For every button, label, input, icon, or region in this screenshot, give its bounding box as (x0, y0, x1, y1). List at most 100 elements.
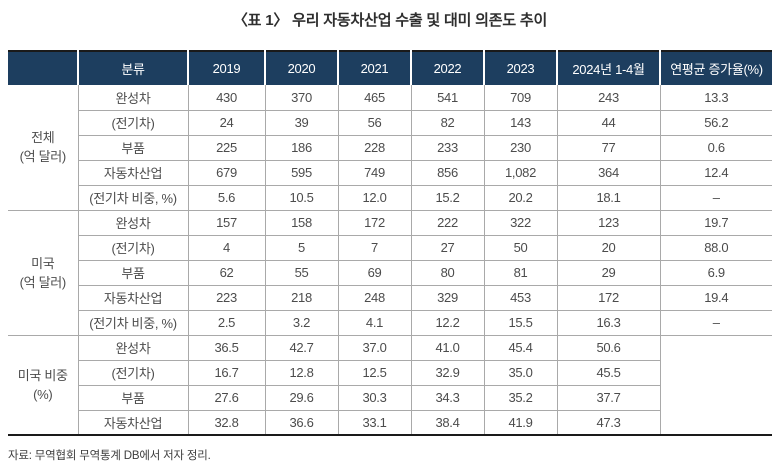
header-row: 분류 2019 2020 2021 2022 2023 2024년 1-4월 연평균 증가율(… (8, 51, 772, 85)
value-cell: 5.6 (187, 185, 265, 211)
category-cell: (전기차) (77, 235, 188, 261)
column-header-8: 연평균 증가율(%) (659, 51, 772, 85)
table-row: (전기차 비중, %) 5.6 10.5 12.0 15.2 20.2 18.1– (8, 185, 772, 211)
value-cell: 81 (483, 260, 557, 286)
category-cell: 완성차 (77, 85, 188, 111)
value-cell: 33.1 (337, 410, 411, 436)
value-cell: 35.0 (483, 360, 557, 386)
value-cell: 29 (556, 260, 660, 286)
value-cell: 709 (483, 85, 557, 111)
value-cell: 430 (187, 85, 265, 111)
table-row: (전기차) 24 39 56 82 143 44 56.2 (8, 110, 772, 136)
value-cell: 35.2 (483, 385, 557, 411)
table-row: 부품 62 55 69 80 81 29 6.9 (8, 260, 772, 286)
category-cell: 부품 (77, 260, 188, 286)
value-cell: 4 (187, 235, 265, 261)
category-cell: 완성차 (77, 210, 188, 236)
value-cell: 123 (556, 210, 660, 236)
value-cell: 12.2 (410, 310, 484, 336)
value-cell: 4.1 (337, 310, 411, 336)
table-row: 전체 (억 달러) 완성차 430 370 465 541 709 243 13.3 (8, 85, 772, 211)
value-cell: 370 (264, 85, 338, 111)
table-body: 전체 (억 달러) 완성차 430 370 465 541 709 243 13.3 (전기차) 2… (8, 85, 772, 436)
value-cell: 2.5 (187, 310, 265, 336)
value-cell: 322 (483, 210, 557, 236)
value-cell: 80 (410, 260, 484, 286)
value-cell: 50.6 (556, 335, 660, 361)
value-cell: 36.6 (264, 410, 338, 436)
value-cell: 223 (187, 285, 265, 311)
value-cell: 44 (556, 110, 660, 136)
value-cell: 225 (187, 135, 265, 161)
group-label-2: 미국 비중 (%) (8, 335, 78, 436)
table-row: 자동차산업 679 595 749 856 1,082 364 12.4 (8, 160, 772, 186)
category-cell: 자동차산업 (77, 285, 188, 311)
value-cell: 32.9 (410, 360, 484, 386)
table-title: 〈표 1〉 우리 자동차산업 수출 및 대미 의존도 추이 (232, 12, 548, 29)
table-row: (전기차) 16.7 12.8 12.5 32.9 35.0 45.5 (8, 360, 772, 386)
value-cell: – (659, 185, 772, 211)
value-cell: 143 (483, 110, 557, 136)
value-cell: 243 (556, 85, 660, 111)
table-row: 자동차산업 32.8 36.6 33.1 38.4 41.9 47.3 (8, 410, 772, 436)
value-cell: 12.5 (337, 360, 411, 386)
value-cell: 88.0 (659, 235, 772, 261)
value-cell: 1,082 (483, 160, 557, 186)
value-cell: 30.3 (337, 385, 411, 411)
column-header-5: 2022 (410, 51, 484, 85)
value-cell: 39 (264, 110, 338, 136)
category-cell: 완성차 (77, 335, 188, 361)
source-note: 자료: 무역협회 무역통계 DB에서 저자 정리. (8, 450, 211, 462)
value-cell: 541 (410, 85, 484, 111)
value-cell: 29.6 (264, 385, 338, 411)
value-cell: 222 (410, 210, 484, 236)
value-cell: 41.9 (483, 410, 557, 436)
value-cell: 12.4 (659, 160, 772, 186)
value-cell: 42.7 (264, 335, 338, 361)
value-cell: 595 (264, 160, 338, 186)
value-cell: 186 (264, 135, 338, 161)
value-cell: 47.3 (556, 410, 660, 436)
category-cell: (전기차) (77, 360, 188, 386)
value-cell: 55 (264, 260, 338, 286)
value-cell: 34.3 (410, 385, 484, 411)
value-cell: 32.8 (187, 410, 265, 436)
value-cell: 19.7 (659, 210, 772, 236)
value-cell: 749 (337, 160, 411, 186)
category-cell: 자동차산업 (77, 160, 188, 186)
value-cell: 56.2 (659, 110, 772, 136)
category-cell: (전기차 비중, %) (77, 310, 188, 336)
value-cell: 6.9 (659, 260, 772, 286)
group-label-0: 전체 (억 달러) (8, 85, 78, 211)
value-cell: 16.7 (187, 360, 265, 386)
category-cell: 부품 (77, 135, 188, 161)
value-cell: 13.3 (659, 85, 772, 111)
value-cell: 12.8 (264, 360, 338, 386)
value-cell: – (659, 310, 772, 336)
value-cell: 16.3 (556, 310, 660, 336)
value-cell: 45.4 (483, 335, 557, 361)
table-row: 부품 27.6 29.6 30.3 34.3 35.2 37.7 (8, 385, 772, 411)
value-cell: 230 (483, 135, 557, 161)
value-cell: 172 (337, 210, 411, 236)
value-cell: 15.5 (483, 310, 557, 336)
column-header-7: 2024년 1-4월 (556, 51, 660, 85)
value-cell: 18.1 (556, 185, 660, 211)
value-cell: 77 (556, 135, 660, 161)
value-cell: 218 (264, 285, 338, 311)
category-cell: (전기차) (77, 110, 188, 136)
column-header-2: 2019 (187, 51, 265, 85)
value-cell: 15.2 (410, 185, 484, 211)
value-cell: 172 (556, 285, 660, 311)
table-row: 자동차산업 223 218 248 329 453 172 19.4 (8, 285, 772, 311)
value-cell: 38.4 (410, 410, 484, 436)
category-cell: 부품 (77, 385, 188, 411)
value-cell: 158 (264, 210, 338, 236)
value-cell: 37.7 (556, 385, 660, 411)
column-header-1: 분류 (77, 51, 188, 85)
value-cell: 45.5 (556, 360, 660, 386)
merged-empty-cell (659, 335, 772, 436)
value-cell: 10.5 (264, 185, 338, 211)
table-row: 미국 비중 (%) 완성차 36.5 42.7 37.0 41.0 45.4 50.6 (8, 335, 772, 436)
value-cell: 7 (337, 235, 411, 261)
